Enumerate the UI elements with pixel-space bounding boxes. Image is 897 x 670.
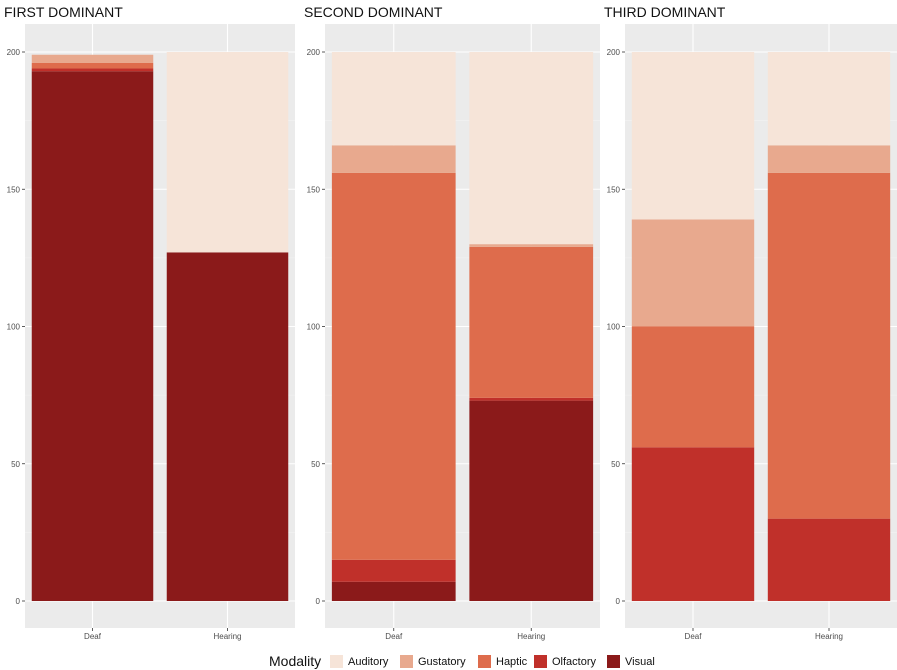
panel-second-dominant: SECOND DOMINANT Deaf Hearing 0 50 100 150 200	[304, 4, 600, 641]
bar-segment-deaf-visual	[331, 581, 456, 601]
y-tick-label: 50	[311, 460, 320, 469]
legend-item-visual: Visual	[607, 655, 655, 668]
y-tick-label: 0	[616, 597, 621, 606]
chart-legend: Modality Auditory Gustatory Haptic Olfactory…	[269, 653, 655, 669]
bar-segment-hearing-gustatory	[469, 244, 594, 247]
legend-label-gustatory: Gustatory	[418, 656, 466, 668]
y-tick-label: 150	[307, 185, 321, 194]
bar-segment-deaf-haptic	[631, 326, 755, 448]
legend-key-auditory	[330, 655, 343, 668]
x-tick-label: Hearing	[213, 632, 241, 641]
legend-label-haptic: Haptic	[496, 656, 528, 668]
bar-segment-hearing-visual	[166, 252, 289, 601]
y-tick-label: 100	[307, 323, 321, 332]
bar-segment-deaf-haptic	[31, 62, 154, 69]
y-tick-label: 200	[607, 48, 621, 57]
bar-segment-deaf-gustatory	[331, 145, 456, 173]
y-tick-label: 200	[7, 48, 21, 57]
x-tick-label: Deaf	[385, 632, 403, 641]
y-tick-label: 200	[307, 48, 321, 57]
y-tick-label: 0	[16, 597, 21, 606]
y-tick-label: 100	[607, 323, 621, 332]
legend-item-auditory: Auditory	[330, 655, 389, 668]
legend-title: Modality	[269, 653, 321, 669]
bar-segment-hearing-haptic	[767, 172, 891, 519]
y-tick-label: 150	[7, 185, 21, 194]
bar-segment-deaf-auditory	[331, 52, 456, 146]
legend-label-visual: Visual	[625, 656, 655, 668]
bar-segment-deaf-olfactory	[31, 68, 154, 72]
legend-item-haptic: Haptic	[478, 655, 528, 668]
bar-segment-deaf-auditory	[631, 52, 755, 220]
x-tick-label: Deaf	[685, 632, 703, 641]
panel-first-dominant: FIRST DOMINANT Deaf Hearing 0 50 100 150 200	[4, 4, 295, 641]
legend-item-gustatory: Gustatory	[400, 655, 466, 668]
panel-title: THIRD DOMINANT	[604, 4, 726, 20]
legend-label-olfactory: Olfactory	[552, 656, 597, 668]
y-tick-label: 50	[11, 460, 20, 469]
y-tick-label: 100	[7, 323, 21, 332]
x-tick-label: Hearing	[815, 632, 843, 641]
bar-segment-hearing-olfactory	[767, 518, 891, 601]
bar-segment-deaf-olfactory	[331, 559, 456, 582]
legend-key-haptic	[478, 655, 491, 668]
panel-third-dominant: THIRD DOMINANT Deaf Hearing 0 50 100 150 200	[604, 4, 897, 641]
legend-key-visual	[607, 655, 620, 668]
x-tick-label: Deaf	[84, 632, 102, 641]
panel-title: SECOND DOMINANT	[304, 4, 443, 20]
legend-item-olfactory: Olfactory	[534, 655, 597, 668]
bar-segment-hearing-visual	[469, 400, 594, 601]
legend-key-olfactory	[534, 655, 547, 668]
y-tick-label: 0	[316, 597, 321, 606]
bar-segment-deaf-olfactory	[631, 447, 755, 601]
panel-title: FIRST DOMINANT	[4, 4, 123, 20]
legend-key-gustatory	[400, 655, 413, 668]
y-tick-label: 150	[607, 185, 621, 194]
bar-segment-hearing-haptic	[469, 246, 594, 398]
bar-segment-hearing-auditory	[767, 52, 891, 146]
legend-label-auditory: Auditory	[348, 656, 389, 668]
x-tick-label: Hearing	[517, 632, 545, 641]
bar-segment-deaf-gustatory	[31, 54, 154, 63]
bar-segment-deaf-visual	[31, 71, 154, 602]
bar-segment-hearing-auditory	[469, 52, 594, 245]
bar-segment-hearing-gustatory	[767, 145, 891, 173]
bar-segment-deaf-haptic	[331, 172, 456, 560]
y-tick-label: 50	[611, 460, 620, 469]
bar-segment-hearing-olfactory	[469, 397, 594, 401]
bar-segment-deaf-gustatory	[631, 219, 755, 327]
bar-segment-hearing-auditory	[166, 52, 289, 253]
